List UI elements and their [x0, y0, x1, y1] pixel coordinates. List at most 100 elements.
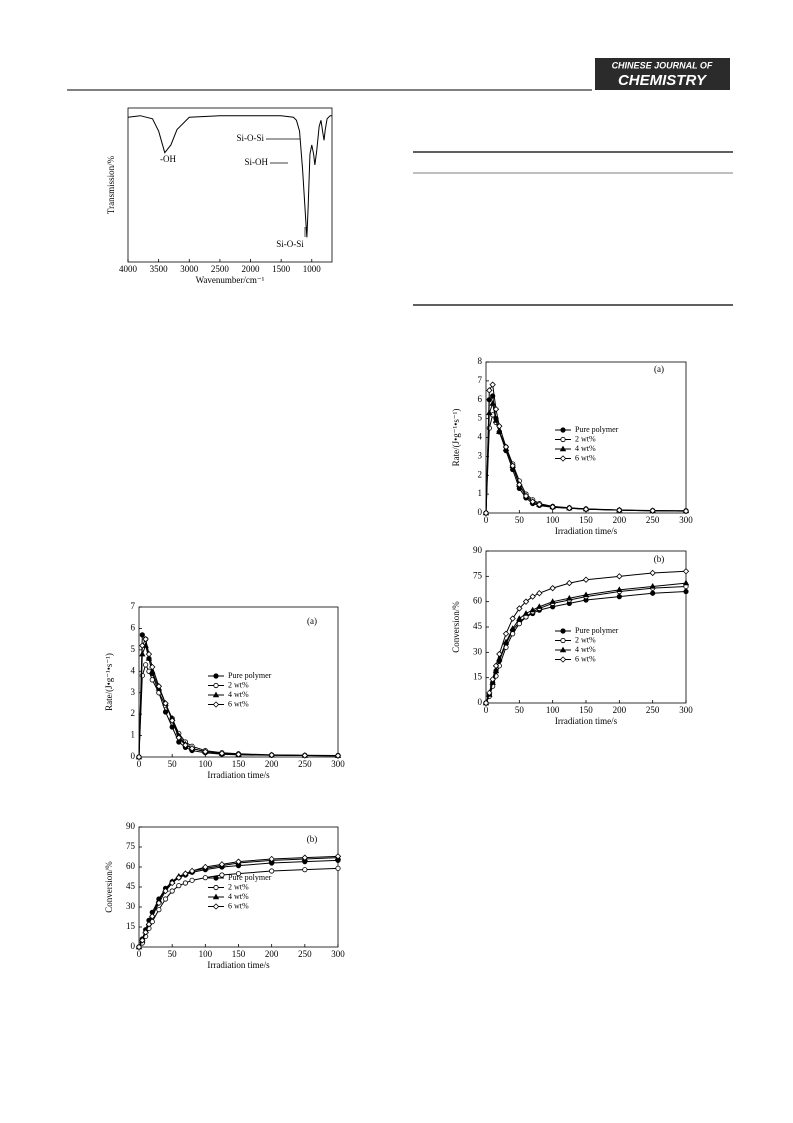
data-point [149, 677, 155, 683]
x-tick-label: 50 [168, 949, 178, 959]
legend-marker [212, 893, 220, 900]
x-tick-label: 3500 [150, 264, 169, 274]
annotation: Si-O-Si [276, 239, 304, 249]
x-tick-label: 200 [265, 759, 279, 769]
y-tick-label: 6 [478, 394, 483, 404]
legend-label: 2 wt% [575, 635, 596, 644]
data-point [536, 603, 543, 609]
data-point [149, 663, 156, 671]
y-tick-label: 5 [131, 644, 136, 654]
data-point [268, 855, 275, 863]
data-point [139, 642, 146, 649]
data-point [189, 877, 195, 883]
data-point [268, 751, 275, 759]
x-axis-label: Irradiation time/s [207, 960, 270, 970]
x-tick-label: 300 [331, 949, 345, 959]
plot-frame [127, 107, 333, 263]
x-tick-label: 200 [265, 949, 279, 959]
data-point [522, 492, 530, 500]
data-point [566, 594, 573, 601]
data-point [489, 676, 496, 683]
data-point [135, 753, 143, 761]
x-tick-label: 2000 [242, 264, 261, 274]
data-point [549, 584, 556, 592]
legend-marker [212, 903, 220, 910]
y-tick-label: 45 [473, 621, 483, 631]
data-point [175, 874, 182, 881]
legend-marker [559, 646, 567, 653]
data-point [536, 501, 543, 508]
data-point [182, 880, 189, 886]
y-tick-label: 5 [478, 413, 483, 423]
legend-marker [560, 628, 566, 634]
legend-label: 4 wt% [575, 444, 596, 453]
legend-marker [560, 637, 566, 644]
y-tick-label: 60 [473, 596, 483, 606]
x-tick-label: 300 [679, 515, 693, 525]
data-point [482, 699, 490, 707]
annotation: Si-OH [244, 157, 268, 167]
y-tick-label: 45 [126, 881, 136, 891]
legend-label: 4 wt% [228, 892, 249, 901]
data-point [649, 583, 656, 589]
journal-name: CHEMISTRY [618, 72, 708, 89]
y-tick-label: 7 [131, 601, 136, 611]
legend-marker [560, 427, 566, 433]
legend-marker [213, 884, 219, 891]
data-point [566, 504, 573, 512]
data-point [549, 598, 556, 604]
y-tick-label: 1 [131, 730, 136, 740]
legend-label: 6 wt% [575, 453, 596, 462]
data-point [175, 734, 182, 741]
data-point [155, 899, 163, 907]
data-point [502, 630, 510, 637]
data-point [616, 573, 623, 580]
x-tick-label: 3000 [180, 264, 199, 274]
data-point [682, 568, 690, 575]
x-tick-label: 100 [546, 515, 560, 525]
data-point [682, 579, 690, 586]
annotation: -OH [160, 154, 176, 164]
data-point [139, 937, 146, 944]
y-tick-label: 3 [131, 687, 136, 697]
y-tick-label: 90 [126, 821, 136, 831]
data-point [616, 593, 622, 600]
data-point [169, 717, 176, 724]
legend-label: Pure polymer [575, 626, 619, 635]
y-tick-label: 7 [478, 375, 483, 385]
data-point [482, 509, 490, 517]
data-point [302, 867, 308, 873]
data-point [650, 590, 656, 596]
legend-label: Pure polymer [575, 425, 619, 434]
data-point [529, 593, 536, 600]
legend-label: 2 wt% [228, 680, 249, 689]
y-tick-label: 1 [478, 488, 483, 498]
data-point [269, 868, 275, 874]
y-tick-label: 0 [478, 697, 483, 707]
data-point [582, 506, 590, 513]
data-point [649, 507, 656, 514]
y-tick-label: 60 [126, 861, 136, 871]
data-point [139, 672, 145, 679]
data-point [616, 586, 623, 593]
data-point [496, 423, 503, 430]
data-point [218, 861, 226, 868]
data-point [649, 569, 656, 577]
legend-marker [212, 701, 220, 708]
data-point [142, 635, 149, 643]
data-point [549, 503, 556, 511]
y-tick-label: 30 [126, 901, 136, 911]
data-point [145, 650, 153, 658]
data-point [492, 662, 500, 670]
data-point [334, 752, 342, 759]
data-point [502, 638, 510, 645]
data-point [182, 742, 189, 749]
y-tick-label: 75 [126, 841, 136, 851]
legend-label: Pure polymer [228, 873, 272, 882]
y-tick-label: 0 [131, 751, 136, 761]
data-line [127, 115, 332, 238]
y-axis-label: Conversion/% [104, 861, 114, 913]
annotation: (b) [654, 554, 665, 564]
data-point [156, 907, 162, 913]
